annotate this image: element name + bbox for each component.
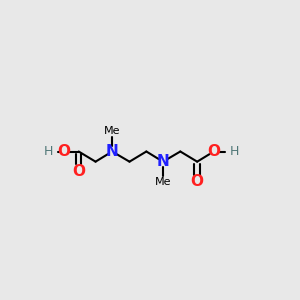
- Text: Me: Me: [104, 126, 120, 136]
- Text: O: O: [57, 144, 70, 159]
- Text: H: H: [230, 145, 239, 158]
- Text: H: H: [44, 145, 53, 158]
- Text: N: N: [157, 154, 169, 169]
- Text: O: O: [72, 164, 85, 179]
- Text: O: O: [207, 144, 220, 159]
- Text: N: N: [106, 144, 118, 159]
- Text: O: O: [191, 175, 204, 190]
- Text: Me: Me: [155, 178, 171, 188]
